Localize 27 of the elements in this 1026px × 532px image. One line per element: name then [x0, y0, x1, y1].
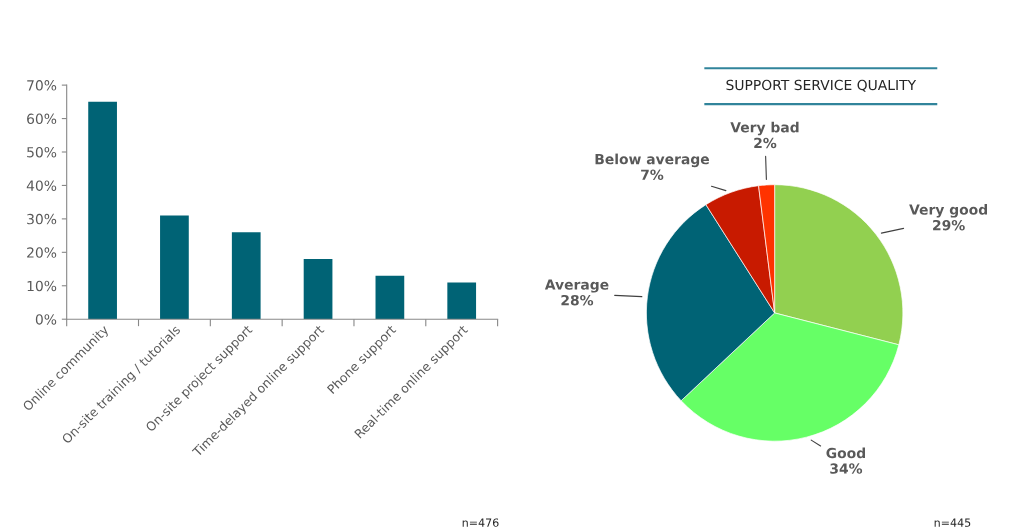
slice-label: Good [826, 447, 865, 459]
chart-title: SUPPORT SERVICE QUALITY [726, 79, 917, 92]
y-tick-label: 0% [35, 314, 57, 325]
slice-label: Average [544, 279, 609, 293]
y-tick-label: 70% [27, 80, 57, 91]
y-tick-label: 20% [27, 247, 57, 258]
y-tick-label: 10% [27, 280, 57, 292]
y-tick-label: 30% [27, 213, 57, 225]
bar [88, 101, 117, 320]
data-label: 29% [933, 219, 965, 231]
text: n=476 [462, 518, 499, 527]
slice-label: Below average [595, 153, 709, 168]
data-label: 34% [830, 463, 863, 474]
bar [303, 259, 333, 320]
y-tick-label: 60% [27, 113, 57, 125]
data-label: 28% [561, 294, 594, 306]
bar [231, 232, 261, 320]
slice-label: Very bad [730, 121, 799, 136]
bar [160, 215, 189, 320]
data-label: 2% [754, 137, 777, 149]
y-tick-label: 50% [27, 146, 57, 158]
y-tick-label: 40% [26, 180, 57, 191]
bar [447, 282, 477, 320]
text: n=445 [934, 518, 971, 527]
data-label: 7% [641, 169, 664, 180]
bar [375, 275, 405, 320]
slice-label: Very good [909, 204, 987, 218]
